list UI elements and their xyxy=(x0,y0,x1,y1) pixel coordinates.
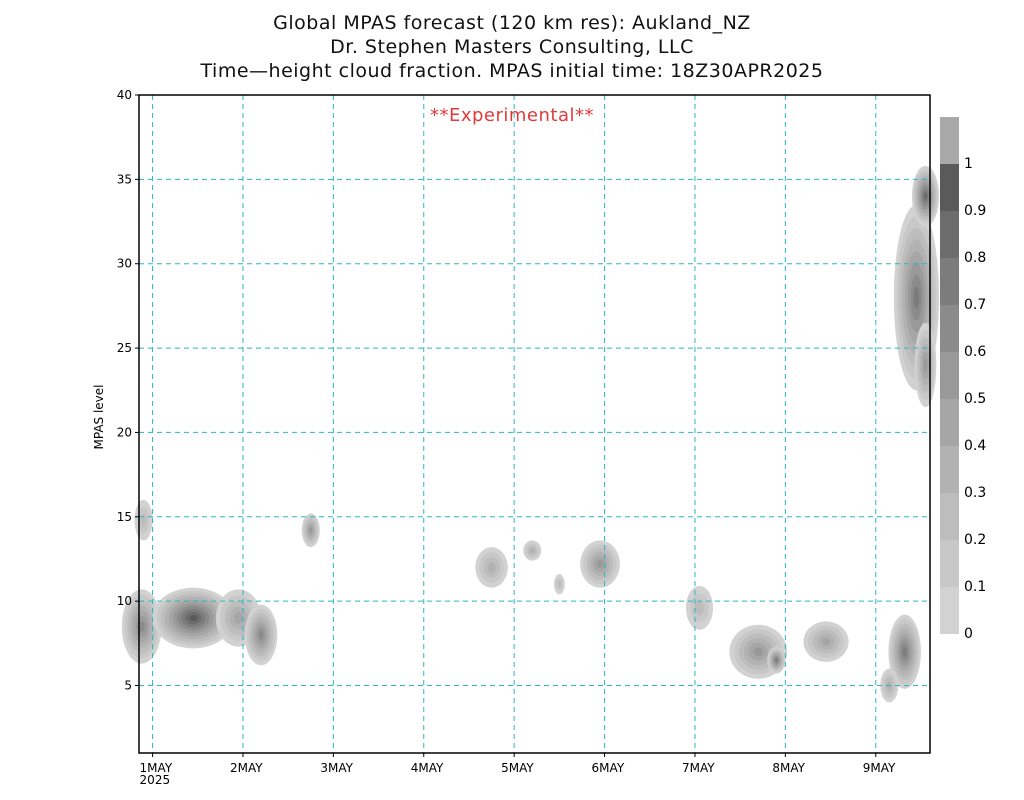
cloud-contour xyxy=(821,637,831,646)
cloud-contour xyxy=(258,630,264,640)
y-tick-label: 10 xyxy=(117,594,132,608)
x-tick-label: 5MAY xyxy=(501,761,534,775)
colorbar-label: 0.7 xyxy=(964,297,986,313)
colorbar-segment xyxy=(940,446,959,493)
cloud-contour xyxy=(753,647,764,657)
cloud-contour xyxy=(775,658,778,662)
cloud-contour xyxy=(923,192,927,200)
y-tick-label: 15 xyxy=(117,510,132,524)
colorbar-segment xyxy=(940,117,959,164)
cloud-contour xyxy=(596,560,604,568)
cloud-contour xyxy=(913,285,920,310)
colorbar-label: 0 xyxy=(964,626,973,642)
colorbar-segment xyxy=(940,493,959,540)
x-tick-label: 8MAY xyxy=(772,761,805,775)
cloud-contour xyxy=(694,600,704,616)
cloud-feature xyxy=(888,614,921,689)
chart-title-line-2: Dr. Stephen Masters Consulting, LLC xyxy=(330,36,694,58)
cloud-feature xyxy=(803,621,849,662)
cloud-feature xyxy=(301,513,320,548)
cloud-contour xyxy=(140,513,147,527)
y-tick-label: 30 xyxy=(117,257,132,271)
x-tick-label: 7MAY xyxy=(682,761,715,775)
colorbar-label: 0.9 xyxy=(964,203,986,219)
y-axis-label: MPAS level xyxy=(92,385,106,450)
colorbar-segment xyxy=(940,164,959,211)
x-tick-label: 3MAY xyxy=(320,761,353,775)
colorbar-label: 0.8 xyxy=(964,250,986,266)
x-tick-label: 6MAY xyxy=(592,761,625,775)
cloud-contour xyxy=(923,357,928,372)
y-tick-label: 35 xyxy=(117,172,132,186)
cloud-feature xyxy=(893,204,940,391)
colorbar-segment xyxy=(940,258,959,305)
colorbar-label: 0.5 xyxy=(964,391,986,407)
cloud-feature xyxy=(134,499,153,541)
cloud-feature xyxy=(580,540,620,588)
plot-frame xyxy=(138,94,931,754)
cloud-feature xyxy=(523,540,542,561)
y-tick-label: 25 xyxy=(117,341,132,355)
cloud-feature xyxy=(244,604,278,666)
cloud-feature xyxy=(767,646,786,674)
cloud-contour xyxy=(189,614,198,622)
y-tick-label: 5 xyxy=(124,679,132,693)
x-tick-label: 2MAY xyxy=(230,761,263,775)
chart-title-line-3: Time—height cloud fraction. MPAS initial… xyxy=(200,60,824,82)
colorbar-segment xyxy=(940,399,959,446)
cloud-contour xyxy=(902,647,907,657)
cloud-contour xyxy=(487,562,496,573)
grid-lines xyxy=(139,95,930,753)
colorbar-label: 0.6 xyxy=(964,344,986,360)
colorbar: 0 0.1 0.2 0.3 0.4 0.5 0.6 0.7 0.8 0.9 1 xyxy=(940,117,986,642)
colorbar-segment xyxy=(940,352,959,399)
colorbar-label: 0.1 xyxy=(964,579,986,595)
y-tick-label: 20 xyxy=(117,425,132,439)
colorbar-label: 0.3 xyxy=(964,485,986,501)
x-tick-label: 4MAY xyxy=(411,761,444,775)
cloud-fraction-field xyxy=(121,165,940,703)
chart-title-line-1: Global MPAS forecast (120 km res): Aukla… xyxy=(273,12,751,34)
y-tick-label: 40 xyxy=(117,88,132,102)
cloud-contour xyxy=(138,621,145,632)
cloud-feature xyxy=(152,587,234,649)
cloud-contour xyxy=(529,548,535,554)
cloud-feature xyxy=(475,547,508,588)
cloud-feature xyxy=(911,165,940,227)
colorbar-segment xyxy=(940,211,959,258)
colorbar-label: 0.2 xyxy=(964,532,986,548)
cloud-feature xyxy=(553,574,565,595)
colorbar-label: 0.4 xyxy=(964,438,986,454)
x-tick-label: 1MAY xyxy=(140,761,173,775)
colorbar-segment xyxy=(940,305,959,352)
cloud-contour xyxy=(557,580,562,588)
cloud-feature xyxy=(914,322,937,408)
colorbar-segment xyxy=(940,587,959,634)
colorbar-label: 1 xyxy=(964,156,973,172)
cloud-contour xyxy=(309,527,313,534)
y-axis: 5 10 15 20 25 30 35 40 xyxy=(117,88,139,693)
colorbar-segment xyxy=(940,540,959,587)
x-tick-sublabel: 2025 xyxy=(140,773,171,787)
x-tick-label: 9MAY xyxy=(863,761,896,775)
cloud-contour xyxy=(233,612,243,624)
cloud-feature xyxy=(685,585,714,630)
experimental-annotation: **Experimental** xyxy=(430,105,594,126)
